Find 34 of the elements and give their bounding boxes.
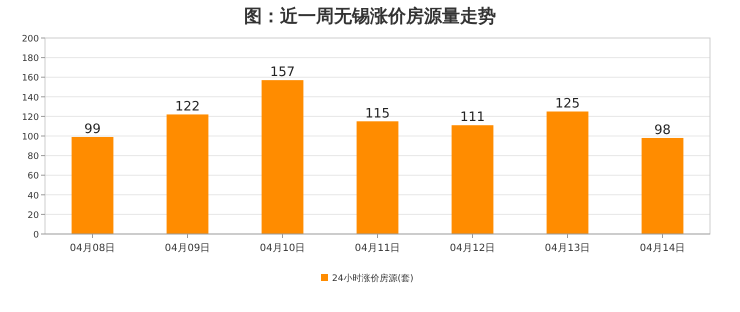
bar xyxy=(452,125,494,234)
x-tick-label: 04月14日 xyxy=(640,243,686,254)
chart-title: 图：近一周无锡涨价房源量走势 xyxy=(244,6,496,27)
data-label: 122 xyxy=(175,99,200,114)
bar xyxy=(72,136,114,234)
y-tick-label: 80 xyxy=(28,152,40,162)
y-tick-label: 160 xyxy=(22,74,40,84)
x-tick-label: 04月13日 xyxy=(544,243,590,254)
data-label: 111 xyxy=(460,110,485,126)
y-tick-label: 0 xyxy=(33,230,40,240)
data-label: 99 xyxy=(84,122,101,137)
y-tick-label: 140 xyxy=(22,93,40,104)
x-tick-label: 04月12日 xyxy=(450,243,496,254)
bar xyxy=(642,138,684,234)
data-label: 125 xyxy=(555,96,580,112)
data-label: 115 xyxy=(365,106,390,122)
bar xyxy=(262,80,304,234)
y-tick-label: 200 xyxy=(22,34,40,44)
data-label: 157 xyxy=(270,65,295,80)
y-tick-label: 20 xyxy=(28,210,40,221)
legend-label: 24小时涨价房源(套) xyxy=(332,273,414,284)
bar xyxy=(546,112,588,234)
y-tick-label: 40 xyxy=(28,191,40,202)
x-tick-label: 04月10日 xyxy=(260,243,306,254)
y-tick-label: 60 xyxy=(28,172,40,182)
data-label: 98 xyxy=(654,122,671,138)
bar xyxy=(166,114,208,234)
x-tick-label: 04月11日 xyxy=(354,243,400,254)
y-tick-label: 100 xyxy=(22,132,40,142)
x-tick-label: 04月08日 xyxy=(70,243,116,254)
bar xyxy=(356,121,398,234)
x-tick-label: 04月09日 xyxy=(164,243,210,254)
y-tick-label: 180 xyxy=(22,54,40,64)
y-tick-label: 120 xyxy=(22,112,40,123)
